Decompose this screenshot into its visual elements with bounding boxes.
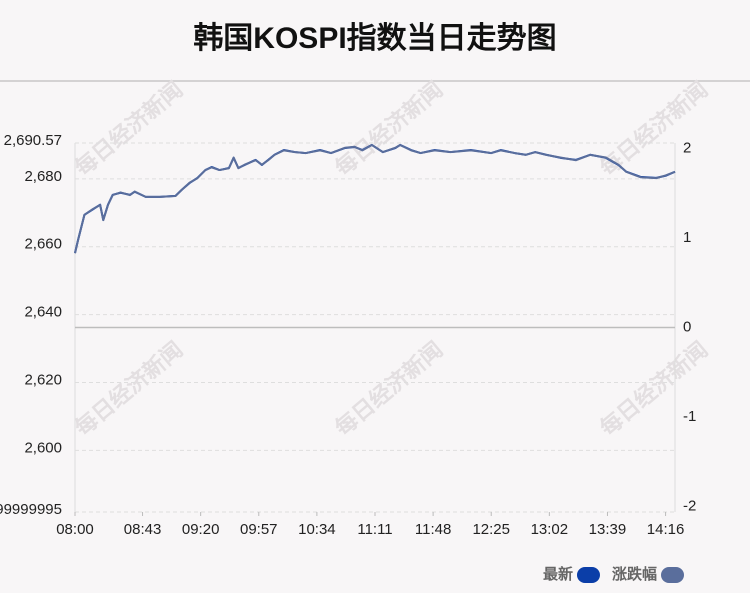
y-tick-label: 2,680 xyxy=(24,168,62,185)
x-tick-label: 10:34 xyxy=(298,521,336,538)
x-tick-label: 12:25 xyxy=(472,521,510,538)
y2-tick-label: 2 xyxy=(683,140,691,157)
y-tick-label: 2,640 xyxy=(24,304,62,321)
x-tick-label: 11:48 xyxy=(415,521,451,538)
x-tick-label: 11:11 xyxy=(357,521,392,538)
x-tick-label: 09:20 xyxy=(182,521,220,538)
y2-tick-label: -2 xyxy=(683,497,696,514)
y-tick-label: 2,600 xyxy=(24,439,62,456)
x-tick-label: 08:00 xyxy=(56,521,94,538)
y2-tick-label: 0 xyxy=(683,318,691,335)
legend-label: 最新 xyxy=(543,565,573,583)
y2-tick-label: -1 xyxy=(683,408,696,425)
x-tick-label: 09:57 xyxy=(240,521,278,538)
y-tick-label: 2,620 xyxy=(24,371,62,388)
x-tick-label: 08:43 xyxy=(124,521,162,538)
legend-label: 涨跌幅 xyxy=(612,565,657,583)
x-tick-label: 13:39 xyxy=(589,521,627,538)
x-tick-label: 13:02 xyxy=(531,521,569,538)
y-tick-label: 2,660 xyxy=(24,236,62,253)
y-tick-label: 2,690.57 xyxy=(4,132,62,149)
chart-title: 韩国KOSPI指数当日走势图 xyxy=(193,22,556,55)
line-series xyxy=(74,144,676,254)
legend-swatch xyxy=(576,567,600,583)
y-tick-label: 2,581.8299999995 xyxy=(0,501,62,518)
x-tick-label: 14:16 xyxy=(647,521,685,538)
legend-swatch xyxy=(661,567,684,583)
y2-tick-label: 1 xyxy=(683,229,691,246)
